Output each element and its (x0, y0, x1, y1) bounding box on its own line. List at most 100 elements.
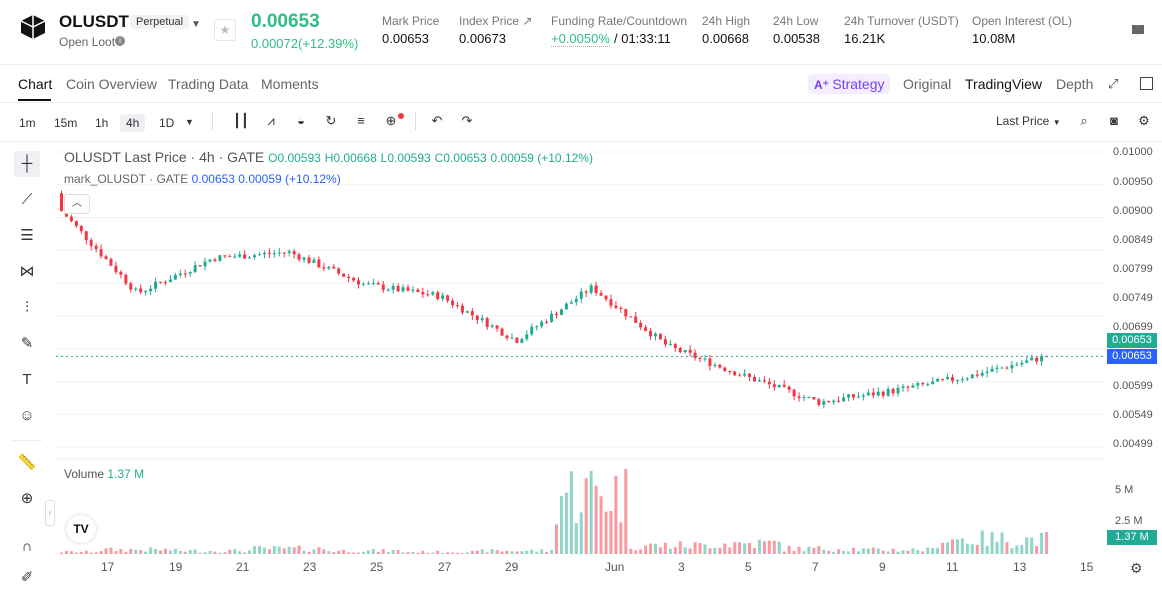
tf-1m[interactable]: 1m (19, 116, 36, 130)
price-tick: 0.00950 (1113, 176, 1153, 188)
candle-body (842, 397, 846, 402)
search-icon[interactable]: ⌕ (1080, 113, 1088, 128)
timeframe-dropdown-icon[interactable]: ▼ (185, 117, 194, 127)
mark-legend: mark_OLUSDT · GATE 0.00653 0.00059 (+10.… (64, 172, 341, 186)
24h-turnover-value: 16.21K (844, 31, 886, 46)
tab-trading-data[interactable]: Trading Data (168, 76, 249, 92)
redo-icon[interactable]: ↷ (461, 113, 473, 128)
fullscreen-icon[interactable] (1140, 77, 1153, 90)
volume-bar (381, 549, 385, 554)
candle-body (520, 339, 524, 343)
gear-icon[interactable]: ⚙ (1138, 113, 1150, 128)
tradingview-logo[interactable]: TV (66, 515, 96, 543)
candle-body (258, 254, 261, 256)
volume-bar (960, 538, 964, 554)
zoom-in-icon[interactable]: ⊕ (20, 490, 34, 507)
trendline-icon[interactable]: ⟋ (21, 191, 33, 208)
add-icon[interactable]: ⊕ (385, 113, 397, 128)
x-tick: 7 (812, 560, 819, 574)
ruler-icon[interactable]: 📏 (17, 454, 37, 471)
volume-bar (480, 549, 484, 554)
collapse-toolbar-icon[interactable]: ‹ (45, 500, 55, 526)
text-icon[interactable]: T (22, 371, 32, 388)
book-icon[interactable] (1131, 24, 1145, 36)
magnet-icon[interactable]: ∩ (21, 538, 33, 555)
symbol-name[interactable]: OLUSDT (59, 12, 129, 31)
x-tick: 3 (678, 560, 685, 574)
candle-body (589, 285, 593, 293)
undo-icon[interactable]: ↶ (431, 113, 443, 128)
info-icon[interactable]: i (115, 36, 125, 46)
candle-body (946, 377, 950, 380)
price-chart[interactable] (56, 142, 1106, 582)
price-source-select[interactable]: Last Price ▼ (996, 114, 1061, 128)
volume-bar (139, 550, 143, 554)
x-tick: 9 (879, 560, 886, 574)
crosshair-icon[interactable]: ┼ (14, 151, 40, 177)
volume-bar (579, 512, 583, 554)
volume-bar (1030, 537, 1034, 554)
volume-bar (475, 550, 479, 554)
volume-bar (871, 547, 875, 554)
candle-body (500, 328, 504, 336)
x-tick: 25 (370, 560, 384, 574)
brush-icon[interactable]: ✎ (20, 335, 34, 352)
volume-bar (574, 523, 578, 554)
candle-body (861, 395, 865, 397)
tf-15m[interactable]: 15m (54, 116, 78, 130)
favorite-star-icon[interactable]: ★ (214, 19, 236, 41)
candle-body (366, 283, 370, 285)
chevron-down-icon[interactable]: ▼ (191, 19, 201, 30)
view-depth[interactable]: Depth (1056, 76, 1094, 92)
alert-icon[interactable]: ◒ (297, 113, 305, 128)
emoji-icon[interactable]: ☺ (19, 407, 35, 424)
pattern-icon[interactable]: ⋈ (19, 263, 35, 280)
volume-bar (332, 552, 336, 554)
candle-body (965, 378, 969, 380)
volume-value: 1.37 M (107, 467, 145, 481)
volume-bar (352, 552, 356, 554)
settings-gear-icon[interactable]: ⚙ (1130, 560, 1143, 576)
candle-body (515, 337, 519, 343)
strategy-button[interactable]: A⁺ Strategy (808, 74, 891, 94)
price-tick: 0.01000 (1113, 146, 1153, 158)
candle-body (154, 281, 158, 289)
volume-bar (817, 546, 821, 554)
volume-bar (119, 548, 123, 554)
tf-1h[interactable]: 1h (95, 116, 109, 130)
prediction-icon[interactable]: ⫶ (25, 299, 29, 316)
collapse-legend-icon[interactable]: ︿ (64, 194, 90, 214)
chart-legend: OLUSDT Last Price · 4h · GATE O0.00593 H… (64, 149, 593, 165)
indicators-icon[interactable]: ⩘ (267, 113, 275, 128)
view-original[interactable]: Original (903, 76, 952, 92)
tf-1d[interactable]: 1D (159, 116, 175, 130)
tab-coin-overview[interactable]: Coin Overview (66, 76, 158, 92)
volume-bar (743, 543, 747, 554)
fib-icon[interactable]: ☰ (20, 227, 34, 244)
volume-bar (762, 541, 766, 554)
candle-body (426, 294, 430, 296)
candle-body (114, 265, 118, 272)
legend-change: 0.00059 (+10.12%) (490, 151, 593, 165)
candle-body (743, 373, 747, 376)
camera-icon[interactable]: ◙ (1110, 113, 1118, 128)
tab-chart[interactable]: Chart (18, 76, 53, 92)
view-tradingview[interactable]: TradingView (965, 76, 1043, 92)
candle-body (173, 274, 177, 280)
tab-moments[interactable]: Moments (261, 76, 319, 92)
tf-4h[interactable]: 4h (120, 114, 146, 132)
candle-body (559, 309, 563, 315)
volume-bar (663, 542, 667, 554)
volume-bar (233, 549, 237, 554)
candle-body (832, 400, 836, 403)
candle-body (104, 256, 108, 260)
templates-icon[interactable]: ≡ (357, 113, 365, 128)
candle-body (555, 313, 558, 315)
expand-icon[interactable]: ⤢ (1108, 76, 1119, 91)
replay-icon[interactable]: ↻ (325, 113, 337, 128)
candles-icon[interactable]: ┃┃ (233, 113, 249, 128)
candle-body (465, 311, 469, 313)
pen-icon[interactable]: ✐ (20, 569, 34, 586)
candle-body (985, 371, 989, 373)
index-price-label[interactable]: Index Price ↗ (459, 14, 533, 28)
